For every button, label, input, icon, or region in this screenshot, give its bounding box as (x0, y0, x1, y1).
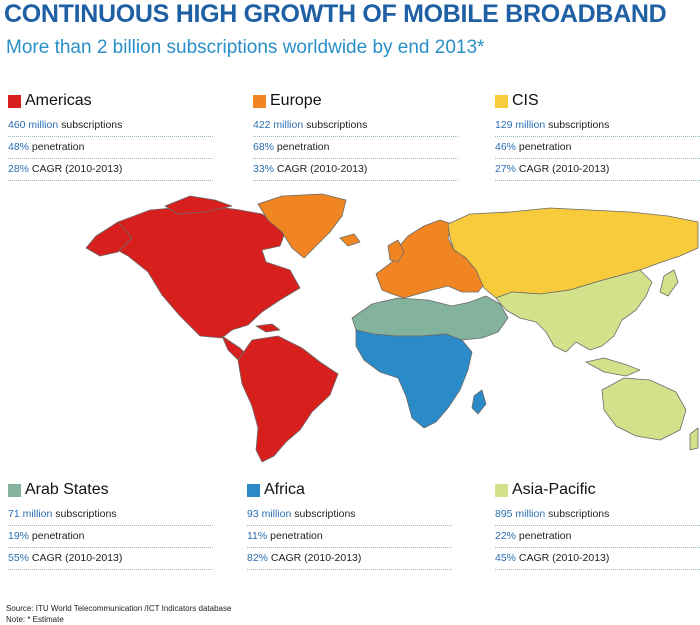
cis-shape (447, 207, 699, 299)
british-isles-shape (387, 239, 405, 263)
cagr-row: 27% CAGR (2010-2013) (495, 159, 700, 181)
region-cis: CIS 129 million subscriptions 46% penetr… (495, 91, 700, 181)
subscriptions-row: 93 million subscriptions (247, 504, 452, 526)
asia-shape (495, 269, 653, 353)
penetration-row: 68% penetration (253, 137, 458, 159)
penetration-row: 22% penetration (495, 526, 700, 548)
region-shape-africa (355, 329, 487, 429)
americas-swatch (8, 94, 21, 108)
subscriptions-row: 895 million subscriptions (495, 504, 700, 526)
world-map (85, 193, 699, 463)
cagr-row: 33% CAGR (2010-2013) (253, 159, 458, 181)
region-name: Europe (270, 92, 322, 109)
alaska-shape (85, 221, 133, 257)
penetration-row: 48% penetration (8, 137, 213, 159)
south-america-shape (237, 335, 339, 463)
region-name: CIS (512, 92, 539, 109)
cagr-row: 45% CAGR (2010-2013) (495, 548, 700, 570)
cagr-row: 82% CAGR (2010-2013) (247, 548, 452, 570)
europe-swatch (253, 94, 266, 108)
region-shape-europe (257, 193, 487, 299)
greenland-shape (257, 193, 347, 259)
region-shape-cis (447, 207, 699, 299)
region-shape-arab-states (351, 295, 509, 341)
region-shape-americas (85, 195, 339, 463)
north-america-shape (97, 204, 301, 339)
page-subtitle: More than 2 billion subscriptions worldw… (6, 37, 485, 58)
source-note: Source: ITU World Telecommunication /ICT… (6, 604, 232, 613)
madagascar-shape (471, 389, 487, 415)
cis-swatch (495, 94, 508, 108)
japan-shape (659, 269, 679, 297)
subscriptions-row: 71 million subscriptions (8, 504, 213, 526)
subscriptions-row: 422 million subscriptions (253, 115, 458, 137)
region-asia-pacific: Asia-Pacific 895 million subscriptions 2… (495, 480, 700, 570)
africa-shape (355, 329, 473, 429)
region-name: Africa (264, 481, 305, 498)
region-name: Arab States (25, 481, 109, 498)
region-americas: Americas 460 million subscriptions 48% p… (8, 91, 213, 181)
region-arab-states: Arab States 71 million subscriptions 19%… (8, 480, 213, 570)
australia-shape (601, 377, 687, 441)
penetration-row: 46% penetration (495, 137, 700, 159)
cagr-row: 28% CAGR (2010-2013) (8, 159, 213, 181)
page-title: CONTINUOUS HIGH GROWTH OF MOBILE BROADBA… (4, 0, 667, 28)
caribbean-shape (255, 323, 281, 333)
region-africa: Africa 93 million subscriptions 11% pene… (247, 480, 452, 570)
indonesia-shape (585, 357, 641, 377)
asia-pacific-swatch (495, 483, 508, 497)
africa-swatch (247, 483, 260, 497)
subscriptions-row: 129 million subscriptions (495, 115, 700, 137)
arctic-islands-shape (164, 195, 233, 215)
penetration-row: 19% penetration (8, 526, 213, 548)
footer: Source: ITU World Telecommunication /ICT… (6, 603, 231, 625)
cagr-row: 55% CAGR (2010-2013) (8, 548, 213, 570)
arab-states-swatch (8, 483, 21, 497)
region-europe: Europe 422 million subscriptions 68% pen… (253, 91, 458, 181)
subscriptions-row: 460 million subscriptions (8, 115, 213, 137)
region-shape-asia-pacific (495, 269, 699, 451)
arab-states-shape (351, 295, 509, 341)
penetration-row: 11% penetration (247, 526, 452, 548)
region-name: Americas (25, 92, 92, 109)
iceland-shape (339, 233, 361, 247)
region-name: Asia-Pacific (512, 481, 596, 498)
new-zealand-shape (689, 427, 699, 451)
